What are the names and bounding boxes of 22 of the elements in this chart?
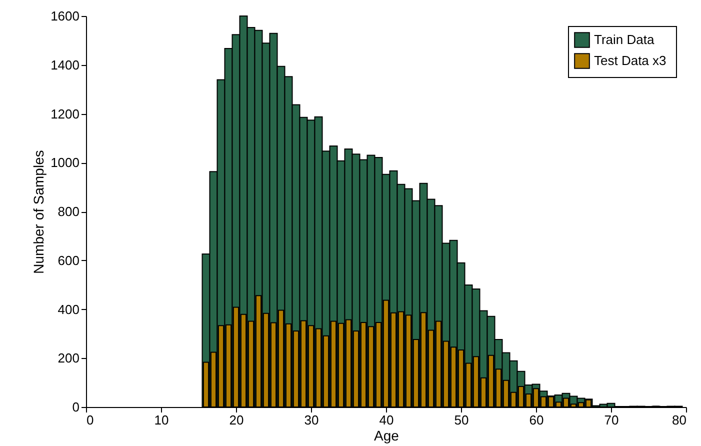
x-tick-label: 40 <box>379 412 394 428</box>
x-tick-label: 10 <box>154 412 169 428</box>
x-axis-title: Age <box>374 428 400 444</box>
y-tick-label: 600 <box>58 252 80 268</box>
x-tick-label: 60 <box>529 412 544 428</box>
y-tick-label: 1200 <box>50 106 80 122</box>
y-axis-title: Number of Samples <box>30 150 47 274</box>
y-tick-label: 1400 <box>50 57 80 72</box>
y-tick-label: 1600 <box>50 8 80 24</box>
x-tick-label: 30 <box>304 412 319 428</box>
y-tick-label: 1000 <box>50 155 80 170</box>
x-tick-label: 70 <box>604 412 619 428</box>
y-tick-label: 800 <box>58 204 80 219</box>
y-tick-label: 0 <box>72 400 80 414</box>
x-tick-label: 50 <box>454 412 469 428</box>
x-tick-label: 80 <box>672 412 686 428</box>
x-tick-label: 0 <box>86 412 94 428</box>
y-tick-label: 200 <box>58 350 80 366</box>
x-tick-label: 20 <box>229 412 244 428</box>
legend-label: Test Data x3 <box>594 53 666 68</box>
y-tick-label: 400 <box>58 302 80 317</box>
legend-label: Train Data <box>594 32 655 47</box>
